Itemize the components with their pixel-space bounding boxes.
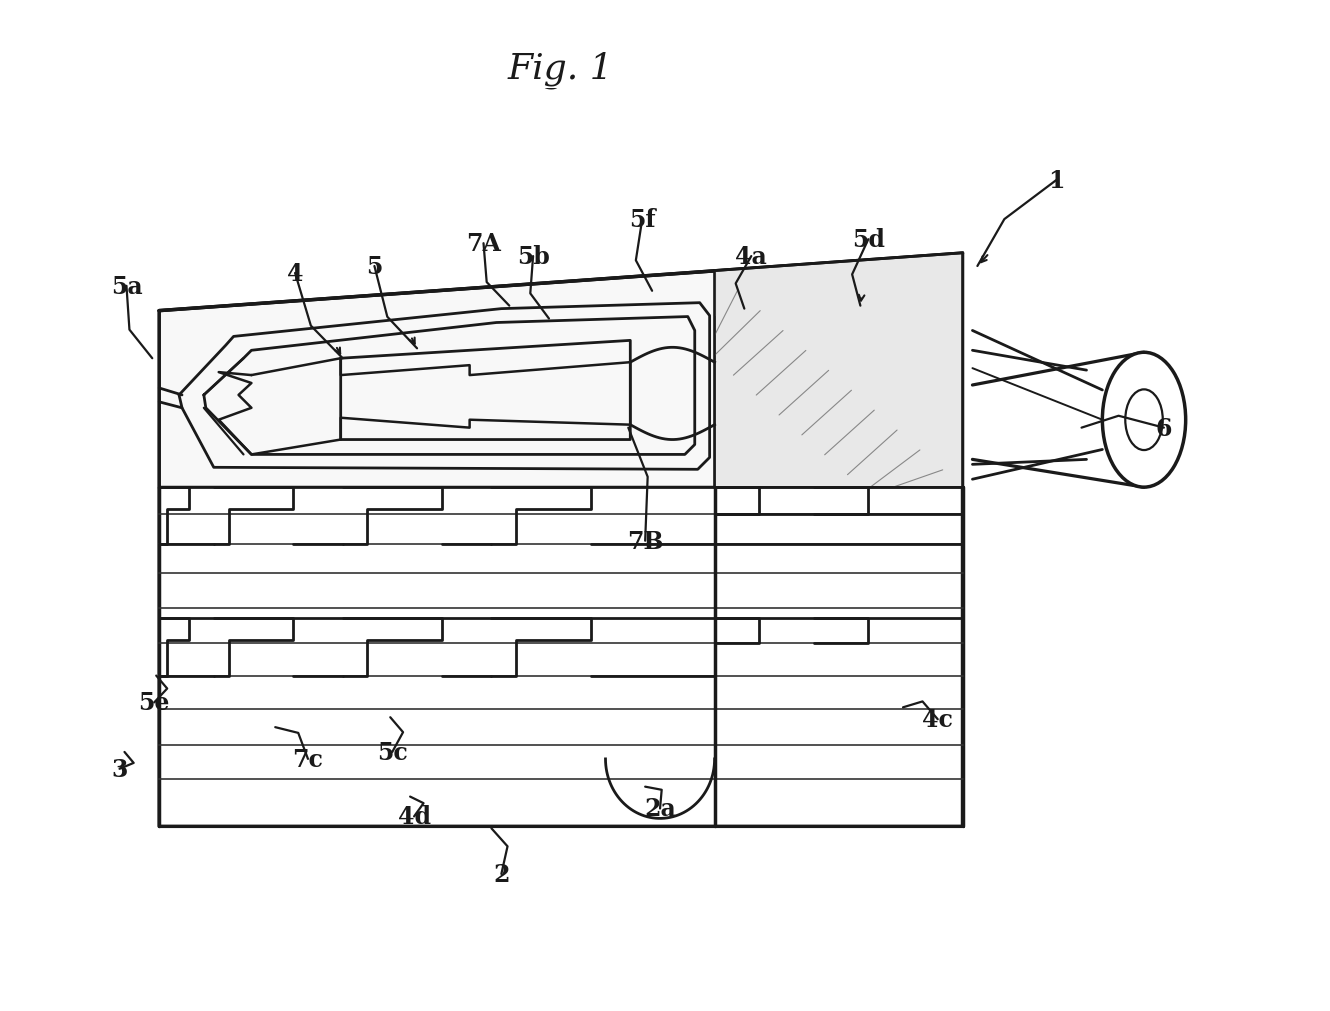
Text: Fig. 1: Fig. 1 bbox=[508, 52, 613, 86]
Text: 7B: 7B bbox=[626, 529, 664, 553]
Text: 5c: 5c bbox=[376, 740, 407, 764]
Text: 7c: 7c bbox=[293, 747, 323, 771]
Text: 4c: 4c bbox=[922, 708, 954, 732]
Ellipse shape bbox=[1103, 353, 1185, 487]
Text: 5f: 5f bbox=[629, 208, 656, 233]
Text: 2a: 2a bbox=[644, 797, 676, 821]
Text: 5: 5 bbox=[366, 255, 383, 279]
Polygon shape bbox=[160, 487, 963, 827]
Polygon shape bbox=[160, 254, 963, 487]
Ellipse shape bbox=[1125, 390, 1162, 451]
Text: 5d: 5d bbox=[853, 228, 884, 252]
Text: 6: 6 bbox=[1156, 417, 1172, 440]
Text: 2: 2 bbox=[493, 862, 509, 886]
Text: 4a: 4a bbox=[735, 245, 767, 269]
Text: 7A: 7A bbox=[465, 232, 501, 256]
Text: 4: 4 bbox=[287, 262, 303, 286]
Text: 5a: 5a bbox=[110, 275, 142, 298]
Text: 3: 3 bbox=[112, 757, 128, 782]
Text: 4d: 4d bbox=[398, 805, 431, 829]
Text: 1: 1 bbox=[1048, 169, 1065, 192]
Text: 5b: 5b bbox=[516, 245, 549, 269]
Text: Fig. 1: Fig. 1 bbox=[508, 55, 613, 89]
Polygon shape bbox=[714, 254, 963, 487]
Text: 5e: 5e bbox=[138, 691, 170, 715]
